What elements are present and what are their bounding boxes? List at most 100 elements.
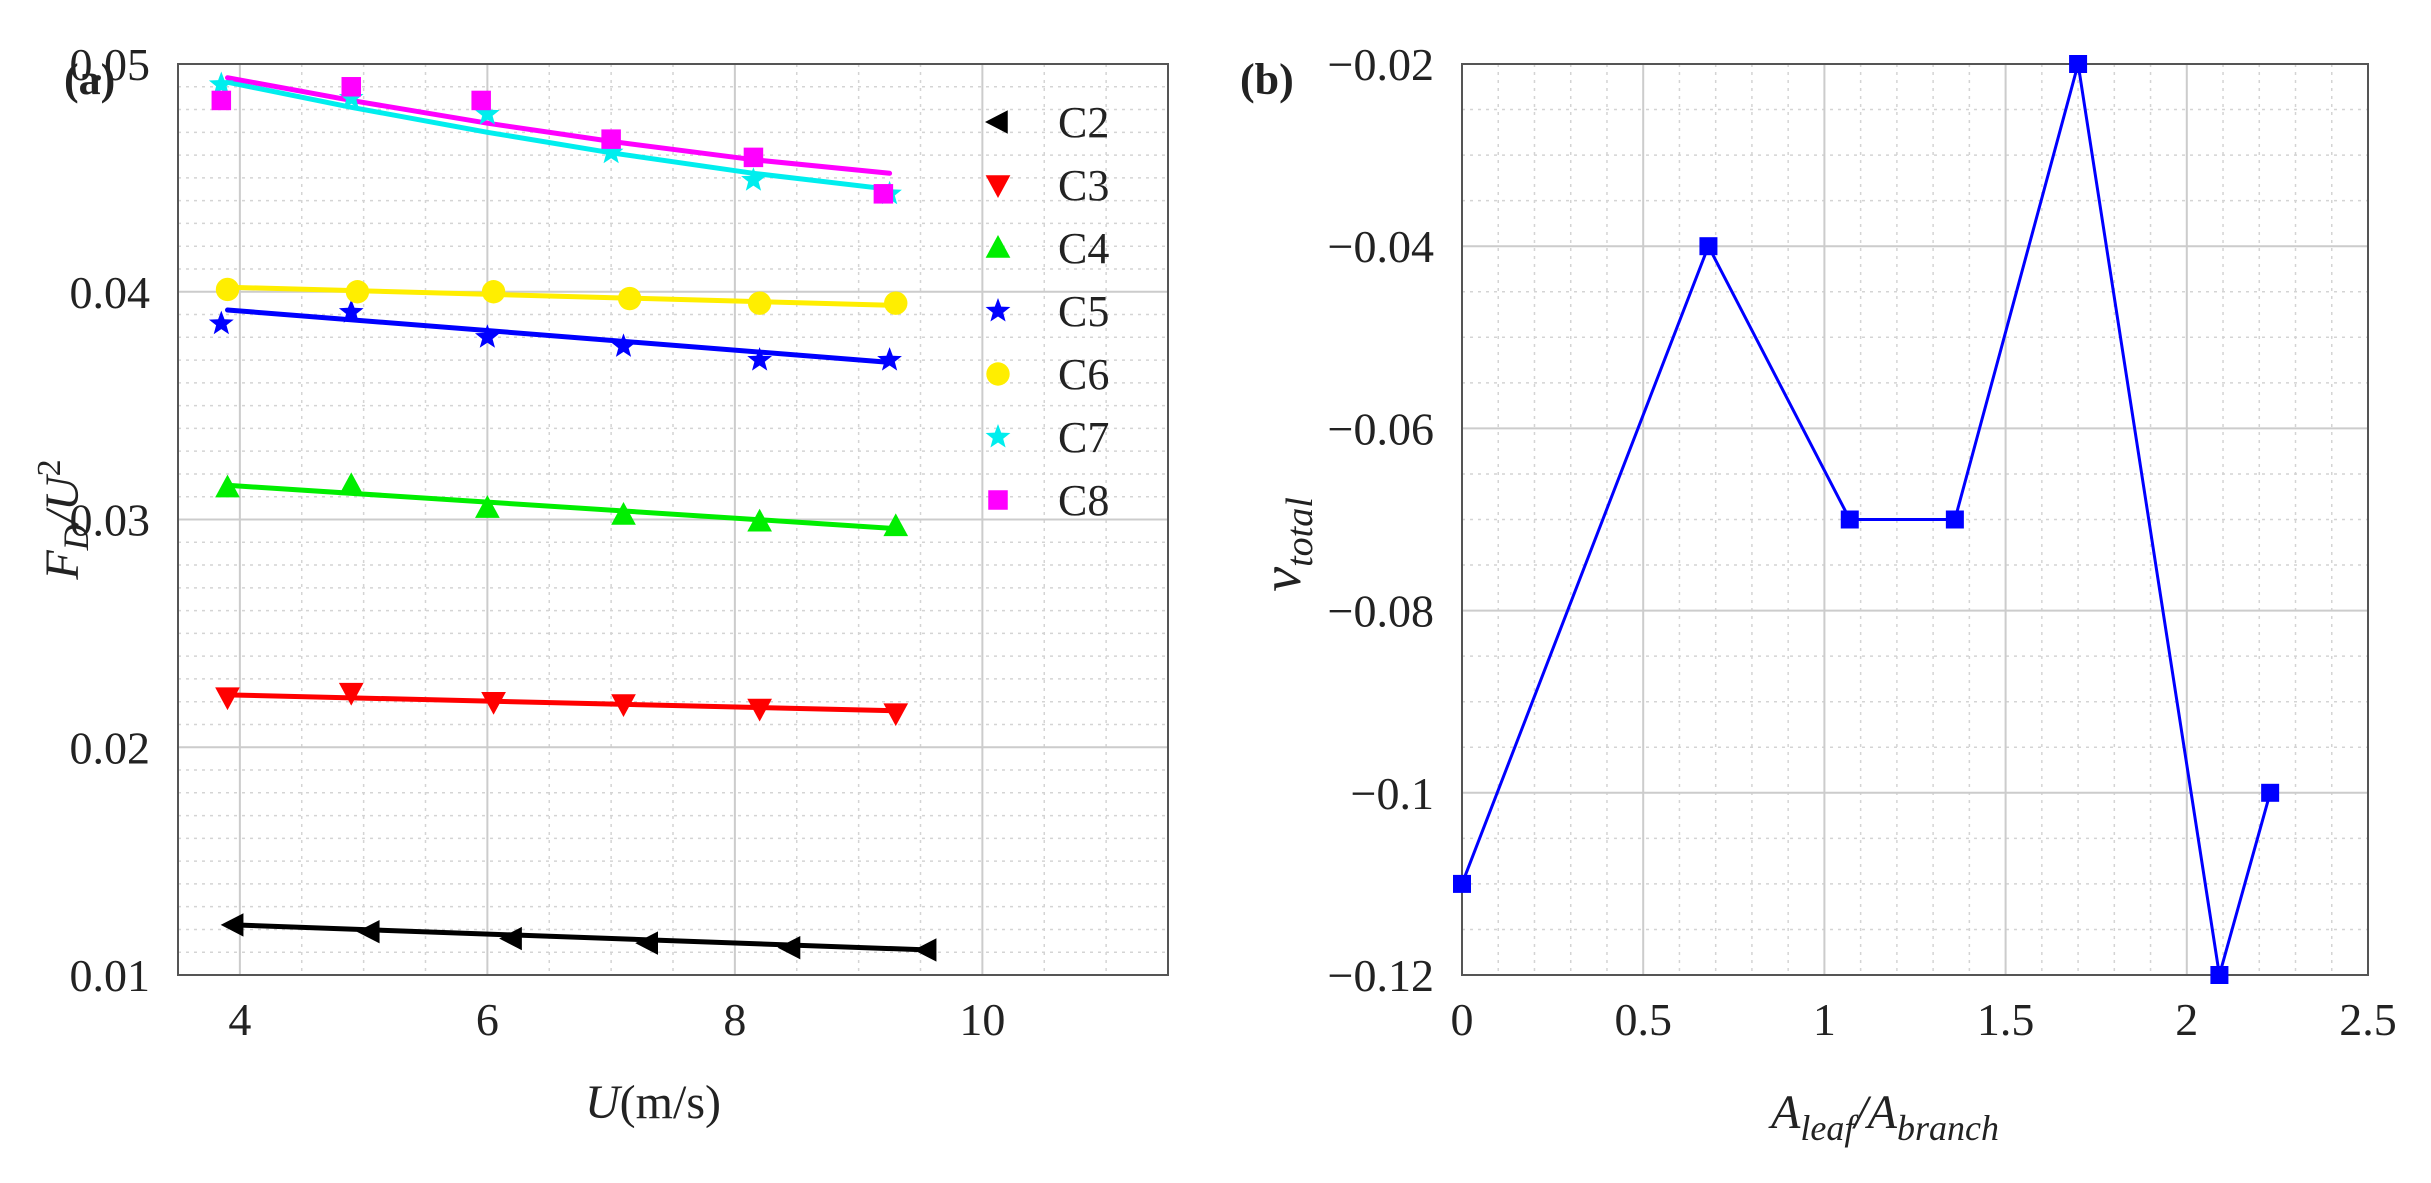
data-point-c5	[877, 347, 902, 371]
data-point-c7	[338, 85, 364, 109]
data-point-c2	[913, 938, 937, 962]
data-point-c4	[883, 513, 909, 537]
data-point-c4	[338, 472, 364, 496]
data-point-c8	[341, 77, 361, 97]
x-tick-label: 1.5	[1977, 994, 2035, 1045]
panel-a-y-tick-labels: 0.01 0.02 0.03 0.04 0.05	[70, 39, 151, 1001]
x-axis-var: U	[585, 1076, 623, 1129]
panel-a: 4 6 8 10 0.010.020.030.040.05 C2C3C4C5C6C7C…	[31, 39, 1169, 1129]
fit-line-c2	[231, 922, 930, 953]
legend-marker-c4	[985, 235, 1011, 258]
data-point-c7	[598, 139, 624, 164]
y-tick-label: −0.08	[1328, 586, 1434, 637]
legend-marker-c7	[985, 424, 1011, 448]
y-tick-label: −0.1	[1351, 768, 1434, 819]
x-axis-sub2: branch	[1897, 1108, 1999, 1148]
data-point-nu-total	[1453, 874, 1471, 893]
data-point-c6	[345, 280, 370, 304]
panel-b-label: (b)	[1240, 55, 1294, 104]
legend-label-c4: C4	[1058, 224, 1109, 273]
data-point-c4	[215, 474, 240, 498]
legend-label-c2: C2	[1058, 98, 1109, 147]
data-point-c7	[741, 167, 766, 191]
y-axis-mid: /U	[36, 473, 89, 527]
y-tick-label: −0.04	[1328, 221, 1434, 272]
fit-line-c5	[225, 307, 893, 365]
data-point-nu-total	[2069, 55, 2088, 73]
panel-a-y-axis-label: FD/U2	[31, 459, 96, 580]
y-tick-label: 0.03	[70, 495, 151, 546]
data-point-c2	[777, 935, 801, 960]
data-point-nu-total	[1699, 237, 1718, 256]
legend-label-c3: C3	[1058, 161, 1109, 210]
x-tick-label: 2.5	[2339, 994, 2397, 1045]
y-axis-sub: total	[1279, 497, 1321, 567]
data-point-c8	[471, 90, 491, 111]
data-point-c3	[481, 691, 506, 715]
y-tick-label: −0.06	[1328, 403, 1434, 454]
legend-marker-c8	[988, 490, 1008, 510]
data-point-c6	[747, 291, 772, 315]
panel-a-x-tick-labels: 4 6 8 10	[228, 994, 1005, 1045]
fit-line-c3	[225, 692, 899, 714]
data-point-c7	[208, 71, 234, 95]
y-axis-var: F	[36, 550, 89, 581]
fit-line-c8	[225, 75, 893, 176]
x-tick-label: 4	[228, 994, 251, 1045]
data-point-c2	[635, 931, 658, 955]
panel-b: 0 0.5 1 1.5 2 2.5 −0.02−0.04−0.06−0.08−0.1−0.…	[1240, 39, 2397, 1148]
panel-a-plot-frame	[177, 63, 1169, 976]
data-point-c8	[211, 90, 232, 111]
legend-label-c6: C6	[1058, 350, 1109, 399]
panel-a-fit-lines	[225, 75, 930, 953]
x-tick-label: 8	[723, 994, 746, 1045]
x-tick-label: 2	[2175, 994, 2198, 1045]
x-axis-mid: /A	[1851, 1086, 1897, 1139]
legend-marker-c2	[985, 110, 1008, 134]
data-point-nu-total	[2261, 783, 2280, 802]
legend-label-c7: C7	[1058, 413, 1109, 462]
fit-line-c7	[225, 79, 893, 192]
panel-b-series	[1453, 55, 2280, 984]
data-point-c5	[338, 299, 364, 323]
y-tick-label: −0.02	[1328, 39, 1434, 90]
y-tick-label: 0.01	[70, 950, 151, 1001]
data-point-c2	[220, 913, 244, 937]
data-point-c3	[883, 703, 909, 727]
panel-b-x-axis-label: Aleaf/Abranch	[1768, 1086, 1999, 1148]
panel-b-x-tick-labels: 0 0.5 1 1.5 2 2.5	[1451, 994, 2397, 1045]
x-axis-var: A	[1768, 1086, 1801, 1139]
y-tick-label: 0.02	[70, 722, 151, 773]
data-point-c5	[611, 333, 636, 357]
data-point-c7	[475, 101, 500, 125]
panel-a-markers	[208, 71, 937, 962]
legend-marker-c6	[986, 362, 1010, 386]
legend-marker-c3	[985, 175, 1011, 198]
y-axis-var: ν	[1251, 567, 1313, 592]
data-point-c8	[873, 184, 894, 204]
x-tick-label: 6	[476, 994, 499, 1045]
panel-a-grid	[178, 63, 1168, 976]
x-axis-sub1: leaf	[1800, 1108, 1859, 1148]
data-point-c2	[499, 926, 522, 951]
data-point-c4	[611, 501, 636, 525]
fit-line-c6	[225, 284, 899, 308]
data-point-c8	[601, 129, 621, 149]
data-point-c6	[617, 286, 642, 311]
y-tick-label: 0.05	[70, 39, 151, 90]
y-tick-label: −0.12	[1328, 950, 1434, 1001]
panel-a-label: (a)	[64, 55, 115, 104]
data-point-c3	[747, 698, 772, 722]
data-point-c6	[884, 291, 908, 315]
panel-a-x-axis-label: U(m/s)	[585, 1076, 721, 1129]
legend-label-c8: C8	[1058, 476, 1109, 525]
x-tick-label: 1	[1813, 994, 1836, 1045]
data-point-c5	[747, 347, 772, 371]
data-point-nu-total	[2210, 966, 2229, 984]
y-axis-sup: 2	[31, 459, 68, 476]
data-point-c6	[215, 277, 240, 302]
y-axis-sub: D	[56, 524, 96, 551]
data-point-c5	[475, 324, 500, 348]
panel-b-y-tick-labels: −0.02 −0.04 −0.06 −0.08 −0.1 −0.12	[1328, 39, 1434, 1001]
